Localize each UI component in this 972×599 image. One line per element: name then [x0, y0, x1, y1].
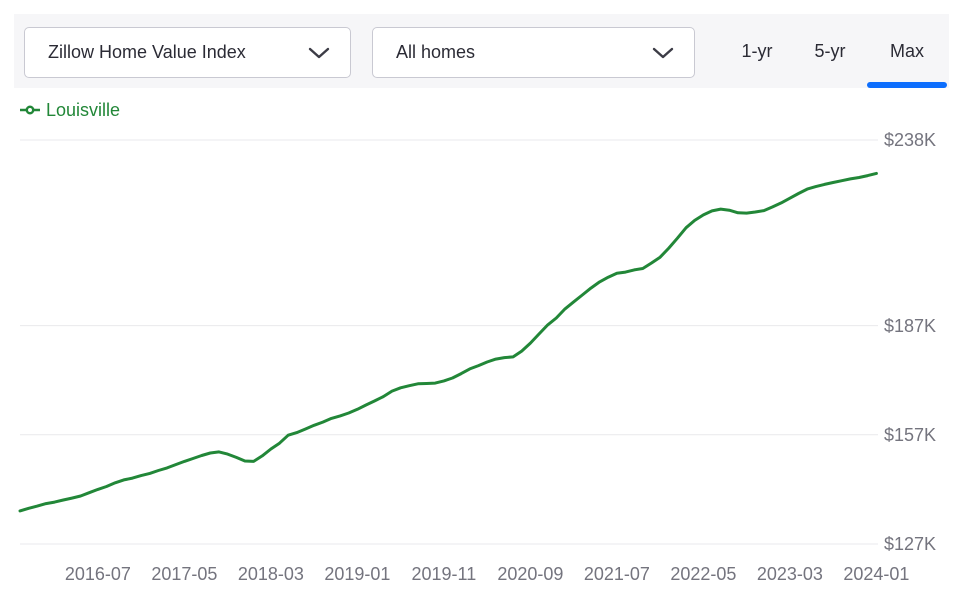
toolbar: Zillow Home Value Index All homes 1-yr 5…: [14, 14, 949, 88]
y-axis-label: $238K: [884, 129, 937, 150]
metric-dropdown-value: Zillow Home Value Index: [48, 42, 246, 62]
x-axis-label: 2019-01: [324, 564, 391, 584]
home-type-dropdown[interactable]: All homes: [372, 27, 695, 78]
y-axis-label: $157K: [884, 424, 937, 445]
gridlines: [20, 139, 878, 545]
legend-label: Louisville: [46, 99, 121, 120]
chevron-down-icon: [652, 47, 674, 59]
louisville-series-line[interactable]: [18, 171, 878, 513]
x-axis-label: 2021-07: [583, 564, 650, 584]
tab-1yr[interactable]: 1-yr: [724, 14, 790, 88]
metric-dropdown[interactable]: Zillow Home Value Index: [24, 27, 351, 78]
x-axis-label: 2022-05: [670, 564, 737, 584]
range-tabs: 1-yr 5-yr Max: [724, 14, 949, 88]
y-axis-label: $127K: [884, 534, 937, 554]
tab-max[interactable]: Max: [865, 14, 949, 88]
tab-5yr[interactable]: 5-yr: [797, 14, 863, 88]
active-tab-indicator: [867, 82, 947, 88]
tab-max-label: Max: [889, 40, 924, 61]
x-axis-label: 2020-09: [497, 564, 564, 584]
legend: Louisville: [20, 99, 120, 121]
x-axis-label: 2023-03: [756, 564, 823, 584]
x-axis-label: 2017-05: [151, 564, 218, 584]
home-type-dropdown-value: All homes: [396, 42, 476, 62]
x-axis-label: 2019-11: [411, 564, 477, 584]
y-axis-label: $187K: [884, 315, 937, 336]
x-axis-label: 2018-03: [237, 564, 304, 584]
line-marker-icon: [20, 104, 40, 116]
x-axis-label: 2016-07: [64, 564, 131, 584]
chevron-down-icon: [308, 47, 330, 59]
x-axis-label: 2024-01: [843, 564, 910, 584]
